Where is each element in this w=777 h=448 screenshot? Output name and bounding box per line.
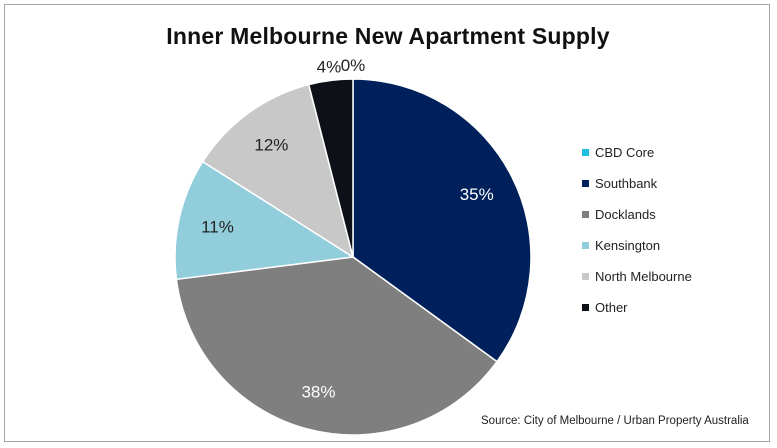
data-label-cbd-core: 0% [341, 56, 366, 75]
legend-item-other: Other [582, 292, 692, 323]
legend-label: Docklands [595, 207, 656, 222]
pie-slice-north-melbourne [201, 83, 355, 259]
pie-slice-other [307, 78, 354, 258]
chart-frame: Inner Melbourne New Apartment Supply 0% 3… [4, 4, 770, 442]
data-label-kensington: 11% [201, 218, 234, 237]
data-label-other: 4% [317, 58, 342, 77]
legend-swatch [582, 211, 589, 218]
legend-item-docklands: Docklands [582, 199, 692, 230]
legend-label: CBD Core [595, 145, 655, 160]
legend-label: Kensington [595, 238, 661, 253]
data-label-north-melbourne: 12% [254, 136, 288, 155]
legend-swatch [582, 242, 589, 249]
legend-swatch [582, 304, 589, 311]
pie-slice-kensington [174, 160, 356, 281]
legend-item-southbank: Southbank [582, 168, 692, 199]
legend-item-cbd-core: CBD Core [582, 137, 692, 168]
source-note: Source: City of Melbourne / Urban Proper… [481, 415, 749, 427]
legend-item-north-melbourne: North Melbourne [582, 261, 692, 292]
data-label-southbank: 35% [460, 185, 494, 204]
legend-label: North Melbourne [595, 269, 692, 284]
legend-swatch [582, 180, 589, 187]
data-label-docklands: 38% [301, 382, 335, 401]
pie-slice-docklands [175, 256, 499, 436]
legend-label: Southbank [595, 176, 658, 191]
legend: CBD Core Southbank Docklands Kensington Nort… [582, 137, 692, 323]
legend-label: Other [595, 300, 628, 315]
pie-slice-southbank [352, 78, 532, 363]
legend-swatch [582, 273, 589, 280]
legend-item-kensington: Kensington [582, 230, 692, 261]
pie-chart: 0% 35% 38% 11% 12% 4% [174, 56, 532, 436]
legend-swatch [582, 149, 589, 156]
chart-title: Inner Melbourne New Apartment Supply [166, 23, 610, 49]
